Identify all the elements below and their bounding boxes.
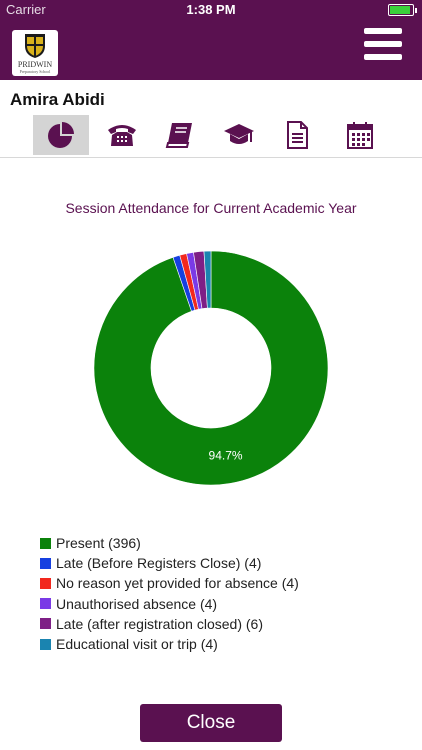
school-name: PRIDWIN: [17, 60, 53, 69]
legend-swatch: [40, 638, 51, 650]
carrier-label: Carrier: [6, 2, 46, 17]
legend-label: Unauthorised absence (4): [56, 595, 218, 612]
school-logo: PRIDWIN Preparatory School: [12, 30, 58, 76]
school-crest-icon: [25, 34, 45, 58]
document-icon: [287, 121, 308, 149]
legend-label: No reason yet provided for absence (4): [56, 575, 299, 592]
slice-percent-label: 94.7%: [209, 448, 243, 462]
student-name: Amira Abidi: [10, 90, 105, 109]
calendar-icon: [347, 122, 373, 149]
legend-item: Late (after registration closed) (6): [40, 614, 400, 634]
app-header: PRIDWIN Preparatory School: [0, 20, 422, 80]
legend-swatch: [40, 557, 51, 569]
telephone-icon: [108, 125, 136, 146]
tab-calendar[interactable]: [332, 115, 388, 155]
chart-legend: Present (396) Late (Before Registers Clos…: [40, 533, 400, 654]
legend-item: Present (396): [40, 533, 400, 553]
tab-contacts[interactable]: [94, 115, 150, 155]
legend-item: Educational visit or trip (4): [40, 634, 400, 654]
tab-achievements[interactable]: [211, 115, 267, 155]
battery-icon: [388, 4, 417, 16]
tab-bar: [0, 112, 422, 158]
book-icon: [165, 123, 192, 148]
legend-item: Late (Before Registers Close) (4): [40, 553, 400, 573]
pie-slice-0: [93, 250, 329, 486]
pie-chart-icon: [48, 122, 74, 148]
legend-swatch: [40, 598, 51, 610]
legend-item: Unauthorised absence (4): [40, 594, 400, 614]
status-time: 1:38 PM: [186, 2, 236, 17]
legend-label: Late (Before Registers Close) (4): [56, 555, 262, 572]
legend-label: Present (396): [56, 535, 141, 552]
legend-label: Late (after registration closed) (6): [56, 615, 263, 632]
legend-label: Educational visit or trip (4): [56, 636, 218, 653]
attendance-donut-chart: 94.7%: [93, 250, 329, 486]
tab-homework[interactable]: [152, 115, 208, 155]
tab-attendance[interactable]: [33, 115, 89, 155]
tab-reports[interactable]: [269, 115, 325, 155]
pie-slice-5: [203, 250, 212, 309]
legend-swatch: [40, 537, 51, 549]
status-bar: Carrier 1:38 PM: [0, 0, 422, 20]
legend-swatch: [40, 618, 51, 630]
hamburger-menu-icon[interactable]: [364, 28, 402, 60]
graduation-cap-icon: [224, 124, 254, 144]
close-button[interactable]: Close: [140, 704, 282, 742]
chart-title: Session Attendance for Current Academic …: [65, 200, 357, 216]
legend-swatch: [40, 577, 51, 589]
legend-item: No reason yet provided for absence (4): [40, 573, 400, 593]
school-subtitle: Preparatory School: [19, 69, 51, 74]
